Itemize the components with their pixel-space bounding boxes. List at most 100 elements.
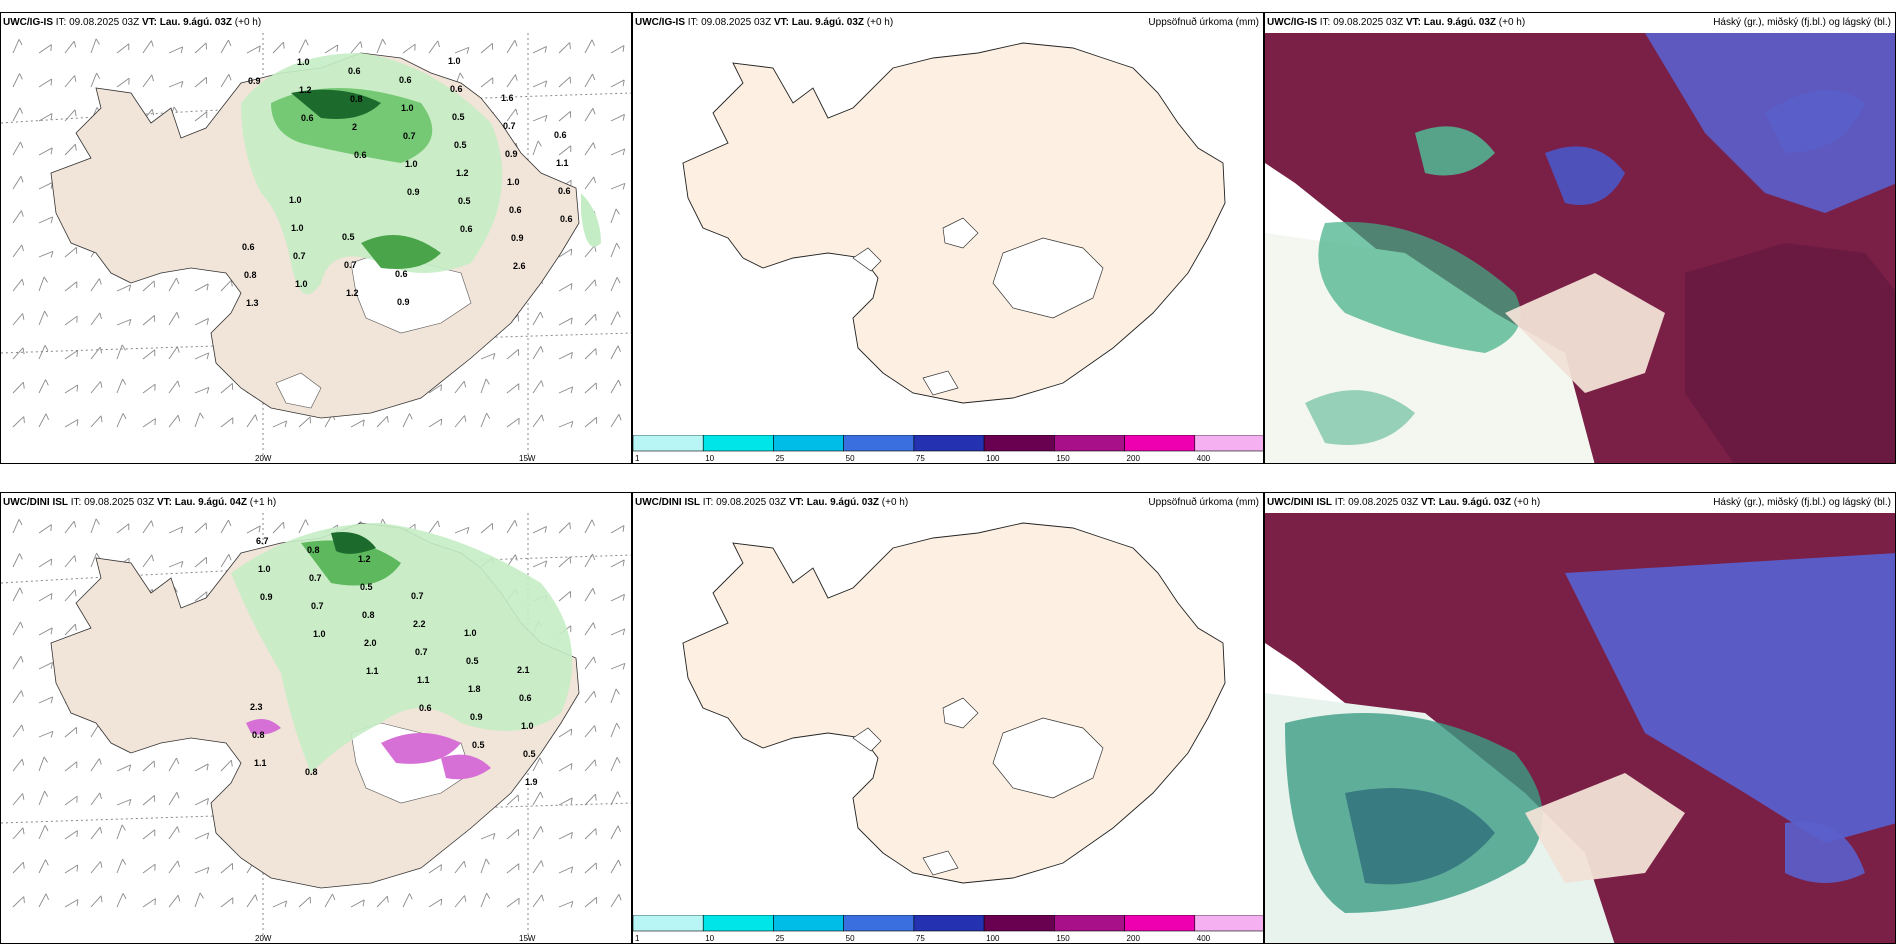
precip-value-label: 0.7	[344, 260, 357, 270]
wind-barb	[12, 724, 24, 738]
wind-barb	[584, 39, 595, 54]
wind-barb	[558, 866, 574, 874]
precip-value-label: 1.1	[254, 758, 267, 768]
wind-barb	[584, 108, 596, 122]
wind-barb	[38, 44, 52, 54]
colorbar-label: 10	[705, 454, 714, 463]
wind-barb	[142, 863, 156, 874]
precip-value-label: 0.7	[309, 573, 322, 583]
map-wind-precip: 0.9 1.0 1.1 0.6 0.5 1.9 1.0 0.7 2.0 1.1 0.9 0.5 6.7 0…	[1, 513, 631, 943]
panel-title: Háský (gr.), miðský (fj.bl.) og lágský (…	[1713, 17, 1891, 28]
wind-barb	[38, 78, 53, 88]
wind-barb	[610, 379, 622, 394]
wind-barb	[610, 825, 621, 840]
precip-value-label: 6.7	[256, 536, 269, 546]
wind-barb	[324, 44, 339, 54]
wind-barb	[194, 352, 210, 360]
wind-barb	[116, 43, 130, 54]
wind-barb	[506, 897, 520, 908]
wind-barb	[90, 826, 103, 840]
wind-barb	[90, 895, 103, 908]
wind-barb	[584, 417, 598, 428]
colorbar-label: 100	[986, 934, 1000, 943]
colorbar-swatch	[702, 435, 774, 452]
wind-barb	[402, 893, 413, 908]
wind-barb	[532, 894, 544, 908]
wind-barb	[38, 379, 49, 394]
wind-barb	[558, 76, 571, 88]
precip-value-label: 0.6	[348, 66, 361, 76]
wind-barb	[142, 383, 156, 394]
wind-barb	[90, 312, 102, 326]
wind-barb	[64, 384, 79, 394]
colorbar-label: 400	[1197, 454, 1211, 463]
colorbar-swatch	[1124, 435, 1196, 452]
wind-barb	[558, 42, 571, 54]
wind-barb	[194, 798, 209, 806]
precip-value-label: 0.8	[350, 94, 363, 104]
wind-barb	[142, 74, 154, 88]
wind-barb	[168, 277, 180, 292]
wind-barb	[506, 349, 520, 360]
wind-barb	[220, 74, 232, 88]
wind-barb	[168, 80, 184, 88]
wind-barb	[298, 896, 311, 908]
precip-value-label: 0.9	[397, 297, 410, 307]
colorbar-swatch	[1124, 915, 1196, 932]
wind-barb	[64, 555, 77, 568]
colorbar-swatch	[702, 915, 774, 932]
map-cloud-cover	[1265, 513, 1895, 943]
wind-barb	[12, 861, 25, 874]
wind-barb	[480, 77, 494, 88]
wind-barb	[532, 757, 543, 772]
panel-wind-precip-igis: UWC/IG-IS IT: 09.08.2025 03Z VT: Lau. 9.…	[0, 12, 632, 464]
wind-barb	[558, 728, 573, 738]
wind-barb	[558, 832, 573, 840]
wind-barb	[64, 623, 77, 636]
wind-barb	[38, 310, 49, 326]
precip-value-label: 0.6	[509, 205, 522, 215]
precip-value-label: 2.0	[364, 638, 377, 648]
colorbar-label: 100	[986, 454, 1000, 463]
panel-header: UWC/DINI ISL IT: 09.08.2025 03Z VT: Lau.…	[1267, 497, 1541, 508]
wind-barb	[584, 313, 597, 326]
wind-barb	[12, 519, 23, 534]
svg-text:15W: 15W	[519, 934, 536, 943]
wind-barb	[64, 350, 78, 360]
panel-title: Háský (gr.), miðský (fj.bl.) og lágský (…	[1713, 497, 1891, 508]
wind-barb	[506, 829, 520, 840]
colorbar-swatch	[773, 915, 844, 932]
panel-cloud-cover-dini: UWC/DINI ISL IT: 09.08.2025 03Z VT: Lau.…	[1264, 492, 1896, 944]
panel-header: UWC/IG-IS IT: 09.08.2025 03Z VT: Lau. 9.…	[3, 17, 262, 28]
wind-barb	[168, 414, 181, 428]
precip-value-label: 1.3	[246, 298, 259, 308]
wind-barb	[38, 216, 54, 224]
wind-barb	[38, 558, 53, 568]
wind-barb	[168, 860, 180, 874]
wind-barb	[558, 352, 573, 360]
wind-barb	[116, 77, 130, 88]
wind-barb	[532, 114, 548, 122]
wind-barb	[220, 39, 232, 54]
wind-barb	[116, 798, 132, 806]
wind-barb	[168, 46, 184, 54]
wind-barb	[64, 419, 79, 428]
wind-barb	[12, 656, 24, 670]
colorbar-label: 400	[1197, 934, 1211, 943]
wind-barb	[610, 559, 625, 568]
wind-barb	[480, 43, 494, 54]
panel-cloud-cover-igis: UWC/IG-IS IT: 09.08.2025 03Z VT: Lau. 9.…	[1264, 12, 1896, 464]
wind-barb	[116, 523, 130, 534]
wind-barb	[116, 858, 127, 874]
precip-value-label: 1.2	[456, 168, 469, 178]
wind-barb	[64, 520, 77, 534]
wind-barb	[38, 730, 54, 738]
precip-value-label: 0.8	[305, 767, 318, 777]
precip-value-label: 2.1	[517, 665, 530, 675]
wind-barb	[12, 176, 24, 190]
wind-barb	[12, 587, 23, 602]
wind-barb	[584, 828, 597, 840]
wind-barb	[64, 727, 78, 738]
colorbar-label: 25	[775, 934, 784, 943]
wind-barb	[610, 662, 626, 670]
